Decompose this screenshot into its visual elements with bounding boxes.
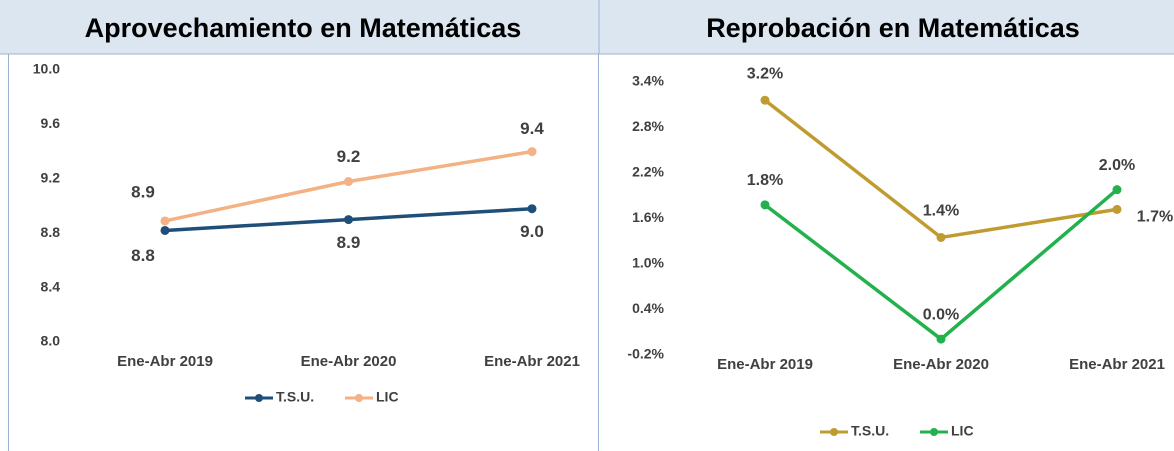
chart-title: Aprovechamiento en Matemáticas (85, 13, 522, 43)
y-tick-label: 2.2% (632, 164, 664, 180)
left-panel (8, 53, 599, 451)
chart-title: Reprobación en Matemáticas (706, 13, 1080, 43)
data-point (160, 225, 170, 235)
data-point (344, 177, 353, 187)
data-point (760, 95, 770, 105)
x-tick-label: Ene-Abr 2019 (717, 356, 813, 373)
header-band (0, 0, 1174, 54)
legend-label: T.S.U. (851, 423, 889, 439)
data-point (936, 334, 946, 344)
data-point (1112, 204, 1122, 214)
legend-marker (255, 394, 263, 402)
x-tick-label: Ene-Abr 2021 (1069, 356, 1165, 373)
x-tick-label: Ene-Abr 2019 (117, 353, 213, 370)
data-point (160, 216, 170, 226)
y-tick-label: 9.2 (41, 170, 61, 186)
y-tick-label: 9.6 (41, 115, 61, 131)
data-point (527, 147, 537, 157)
data-label: 9.4 (520, 119, 544, 138)
y-tick-label: 10.0 (33, 61, 60, 77)
x-tick-label: Ene-Abr 2021 (484, 353, 580, 370)
x-tick-label: Ene-Abr 2020 (301, 353, 397, 370)
y-tick-label: 0.4% (632, 300, 664, 316)
data-label: 3.2% (747, 65, 783, 82)
data-point (527, 204, 537, 214)
data-label: 2.0% (1099, 157, 1135, 174)
y-tick-label: 2.8% (632, 118, 664, 134)
data-label: 8.8 (131, 246, 155, 265)
data-label: 9.2 (337, 147, 361, 166)
data-label: 1.4% (923, 203, 959, 220)
data-label: 8.9 (131, 182, 155, 201)
data-point (344, 215, 353, 225)
data-label: 9.0 (520, 222, 544, 241)
data-label: 1.7% (1137, 209, 1173, 226)
legend-marker (355, 394, 363, 402)
legend-marker (930, 428, 938, 436)
y-tick-label: -0.2% (627, 346, 664, 362)
y-tick-label: 8.4 (41, 278, 61, 294)
data-point (1112, 185, 1122, 195)
y-tick-label: 1.0% (632, 255, 664, 271)
y-tick-label: 1.6% (632, 209, 664, 225)
data-point (760, 200, 770, 210)
legend-marker (830, 428, 838, 436)
legend-label: LIC (376, 389, 399, 405)
data-point (936, 232, 946, 242)
data-label: 8.9 (337, 233, 361, 252)
legend-label: T.S.U. (276, 389, 314, 405)
y-tick-label: 3.4% (632, 73, 664, 89)
legend-label: LIC (951, 423, 974, 439)
y-tick-label: 8.8 (41, 224, 61, 240)
data-label: 0.0% (923, 306, 959, 323)
x-tick-label: Ene-Abr 2020 (893, 356, 989, 373)
y-tick-label: 8.0 (41, 333, 61, 349)
data-label: 1.8% (747, 172, 783, 189)
